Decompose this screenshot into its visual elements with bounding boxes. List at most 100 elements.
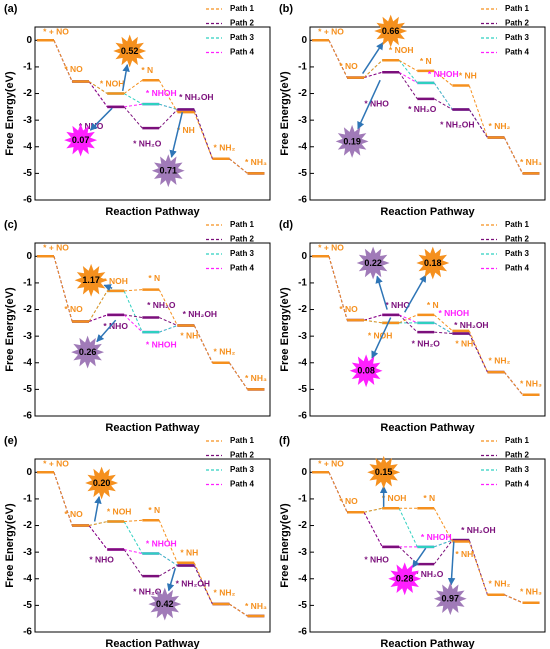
- arrow: [361, 42, 384, 74]
- panel-label: (c): [4, 219, 18, 231]
- y-axis-label: Free Energy(eV): [4, 71, 16, 156]
- connector: [468, 85, 488, 138]
- barrier-label: 1.17: [82, 275, 100, 285]
- connector: [158, 520, 178, 563]
- connector: [328, 472, 348, 513]
- barrier-label: 0.18: [424, 258, 442, 268]
- species-label: * NO: [339, 61, 358, 71]
- connector: [193, 325, 213, 363]
- legend-label: Path 2: [505, 451, 530, 460]
- connector: [398, 546, 418, 565]
- species-label: * NOH: [103, 276, 128, 286]
- connector: [123, 521, 143, 554]
- species-label: * NH₂OH: [461, 525, 495, 535]
- species-label: * NOH: [100, 78, 125, 88]
- species-label: * NH₂O: [408, 104, 437, 114]
- legend-label: Path 4: [505, 48, 530, 57]
- y-tick-label: -5: [23, 168, 32, 179]
- species-label: * NHOH: [146, 538, 177, 548]
- y-tick-label: -4: [23, 357, 32, 368]
- arrow: [404, 274, 427, 313]
- y-tick-label: -3: [23, 547, 32, 558]
- legend-label: Path 3: [230, 249, 255, 258]
- y-tick-label: 0: [26, 467, 32, 478]
- legend-label: Path 3: [230, 33, 255, 42]
- y-tick-label: -6: [298, 195, 307, 206]
- species-label: * NH₃: [520, 157, 542, 167]
- connector: [398, 314, 418, 324]
- connector: [433, 539, 453, 565]
- species-label: * NOH: [382, 493, 407, 503]
- panel: (f) Free Energy(eV) Reaction Pathway 0 -1 -2 -…: [279, 435, 546, 649]
- legend-label: Path 2: [505, 19, 530, 28]
- species-label: * NHOH: [146, 88, 177, 98]
- y-tick-label: -5: [23, 384, 32, 395]
- legend-label: Path 1: [230, 220, 255, 229]
- connector: [158, 289, 178, 326]
- species-label: * NH₂OH: [176, 578, 210, 588]
- connector: [123, 549, 143, 554]
- barrier-label: 0.22: [364, 258, 382, 268]
- connector: [123, 93, 143, 105]
- species-label: * NH₂OH: [179, 92, 213, 102]
- connector: [124, 289, 143, 292]
- species-label: * + NO: [43, 459, 69, 469]
- connector: [328, 256, 348, 321]
- legend-label: Path 2: [230, 451, 255, 460]
- arrow: [412, 547, 427, 568]
- connector: [124, 519, 143, 523]
- barrier-star: [367, 455, 401, 489]
- connector: [228, 362, 248, 390]
- connector: [123, 314, 143, 333]
- species-label: * NO: [64, 64, 83, 74]
- y-tick-label: -1: [298, 278, 307, 289]
- legend-label: Path 2: [230, 235, 255, 244]
- plot-frame: [34, 458, 271, 633]
- species-label: * + NO: [318, 459, 344, 469]
- connector: [363, 511, 383, 548]
- connector: [88, 81, 108, 108]
- arrow: [121, 64, 130, 92]
- species-label: * NH: [455, 338, 473, 348]
- y-tick-label: -2: [298, 520, 307, 531]
- species-label: * NH₂: [214, 588, 236, 598]
- species-label: * N: [420, 56, 432, 66]
- y-axis-label: Free Energy(eV): [279, 503, 291, 588]
- species-label: * + NO: [43, 27, 69, 37]
- connector: [88, 290, 108, 322]
- panel-label: (b): [279, 3, 293, 15]
- legend-label: Path 1: [505, 220, 530, 229]
- species-label: * NH₃: [245, 157, 267, 167]
- species-label: * NH: [180, 330, 198, 340]
- y-tick-label: -1: [23, 278, 32, 289]
- connector: [434, 331, 453, 334]
- connector: [433, 322, 453, 334]
- connector: [158, 317, 178, 326]
- barrier-label: 0.42: [156, 599, 174, 609]
- barrier-star: [356, 246, 390, 280]
- barrier-star: [113, 34, 147, 68]
- barrier-star: [416, 246, 450, 280]
- connector: [53, 40, 73, 82]
- connector: [398, 314, 418, 324]
- arrow: [103, 284, 113, 292]
- barrier-label: 0.28: [396, 574, 414, 584]
- plot-frame: [309, 242, 546, 417]
- panel-label: (a): [4, 3, 18, 15]
- species-label: * NHO: [364, 98, 389, 108]
- species-label: * N: [427, 300, 439, 310]
- panel: (a) Free Energy(eV) Reaction Pathway 0 -1 -2 -…: [4, 3, 271, 218]
- connector: [328, 40, 348, 78]
- y-axis-label: Free Energy(eV): [279, 71, 291, 156]
- species-label: * NHO: [385, 300, 410, 310]
- species-label: * NH₂O: [147, 300, 176, 310]
- x-axis-label: Reaction Pathway: [105, 206, 200, 218]
- species-label: * NH₂: [214, 142, 236, 152]
- species-label: * NH₂O: [412, 338, 441, 348]
- barrier-star: [85, 466, 119, 500]
- y-tick-label: -3: [298, 115, 307, 126]
- species-label: * NH₃: [245, 373, 267, 383]
- species-label: * NHOH: [146, 340, 177, 350]
- species-label: * NO: [339, 496, 358, 506]
